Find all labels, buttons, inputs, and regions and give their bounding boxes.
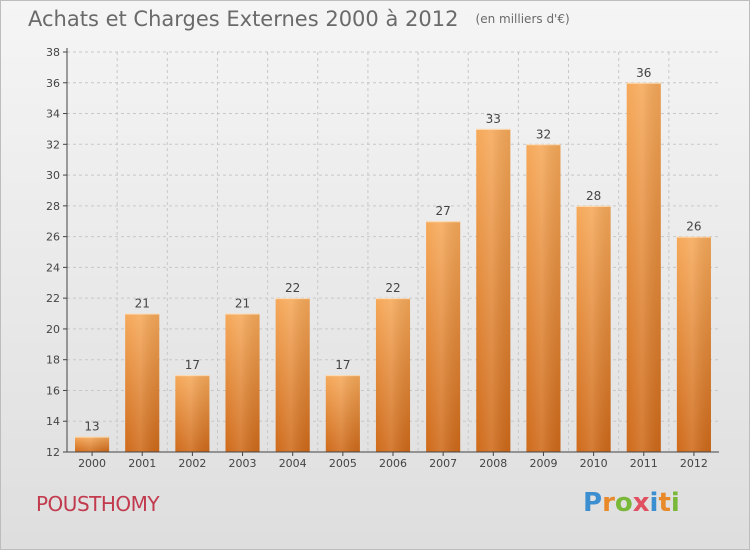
x-tick-label: 2003	[229, 457, 257, 470]
x-tick-label: 2006	[379, 457, 407, 470]
logo-letter: i	[670, 488, 680, 518]
x-tick-label: 2005	[329, 457, 357, 470]
y-tick-label: 32	[46, 138, 60, 151]
bar-value-label: 28	[586, 189, 601, 203]
bar-value-label: 13	[84, 420, 99, 434]
y-tick-label: 20	[46, 323, 60, 336]
bar-shade-2002	[175, 375, 210, 452]
x-tick-label: 2000	[78, 457, 106, 470]
logo-letter: x	[632, 488, 650, 518]
x-tick-label: 2008	[479, 457, 507, 470]
bar-shade-2012	[676, 236, 711, 452]
y-tick-label: 24	[46, 261, 60, 274]
bar-value-label: 21	[135, 297, 150, 311]
x-tick-label: 2001	[128, 457, 156, 470]
title-block: Achats et Charges Externes 2000 à 2012 (…	[28, 7, 570, 31]
x-tick-label: 2010	[580, 457, 608, 470]
bar-shade-2007	[426, 221, 461, 452]
bar-value-label: 32	[536, 127, 551, 141]
logo-letter: t	[658, 488, 671, 518]
y-tick-label: 22	[46, 292, 60, 305]
bar-shade-2011	[626, 82, 661, 453]
y-tick-label: 26	[46, 231, 60, 244]
bar-shade-2005	[325, 375, 360, 452]
bar-shade-2009	[526, 144, 561, 453]
bar-value-label: 27	[436, 204, 451, 218]
bar-shade-2010	[576, 205, 611, 452]
bar-value-label: 33	[486, 112, 501, 126]
bar-value-label: 17	[185, 358, 200, 372]
chart-title: Achats et Charges Externes 2000 à 2012	[28, 7, 459, 31]
chart-subtitle: (en milliers d'€)	[475, 12, 570, 26]
bar-value-label: 17	[335, 358, 350, 372]
bar-value-label: 21	[235, 297, 250, 311]
x-tick-label: 2012	[680, 457, 708, 470]
bar-shade-2008	[476, 128, 511, 452]
logo-letter: o	[614, 488, 633, 518]
y-tick-label: 16	[46, 384, 60, 397]
x-tick-label: 2002	[178, 457, 206, 470]
proxiti-logo: Proxiti	[583, 488, 680, 518]
bar-shade-2004	[275, 298, 310, 452]
y-tick-label: 34	[46, 108, 60, 121]
bar-shade-2006	[375, 298, 411, 452]
x-tick-label: 2004	[279, 457, 307, 470]
place-name: POUSTHOMY	[36, 492, 160, 516]
bar-value-label: 22	[285, 281, 300, 295]
y-tick-label: 18	[46, 354, 60, 367]
y-tick-label: 12	[46, 446, 60, 459]
bar-shade-2000	[75, 436, 110, 452]
x-tick-label: 2011	[630, 457, 658, 470]
bar-value-label: 36	[636, 66, 651, 80]
bar-value-label: 22	[385, 281, 400, 295]
x-tick-label: 2009	[529, 457, 557, 470]
bar-shade-2001	[125, 313, 160, 452]
bar-shade-2003	[225, 313, 260, 452]
logo-letter: r	[602, 488, 615, 518]
logo-letter: P	[583, 488, 603, 518]
bar-value-label: 26	[686, 220, 701, 234]
y-tick-label: 38	[46, 46, 60, 59]
y-tick-label: 36	[46, 77, 60, 90]
x-tick-label: 2007	[429, 457, 457, 470]
y-tick-label: 14	[46, 415, 60, 428]
y-tick-label: 28	[46, 200, 60, 213]
y-tick-label: 30	[46, 169, 60, 182]
logo-letter: i	[649, 488, 659, 518]
